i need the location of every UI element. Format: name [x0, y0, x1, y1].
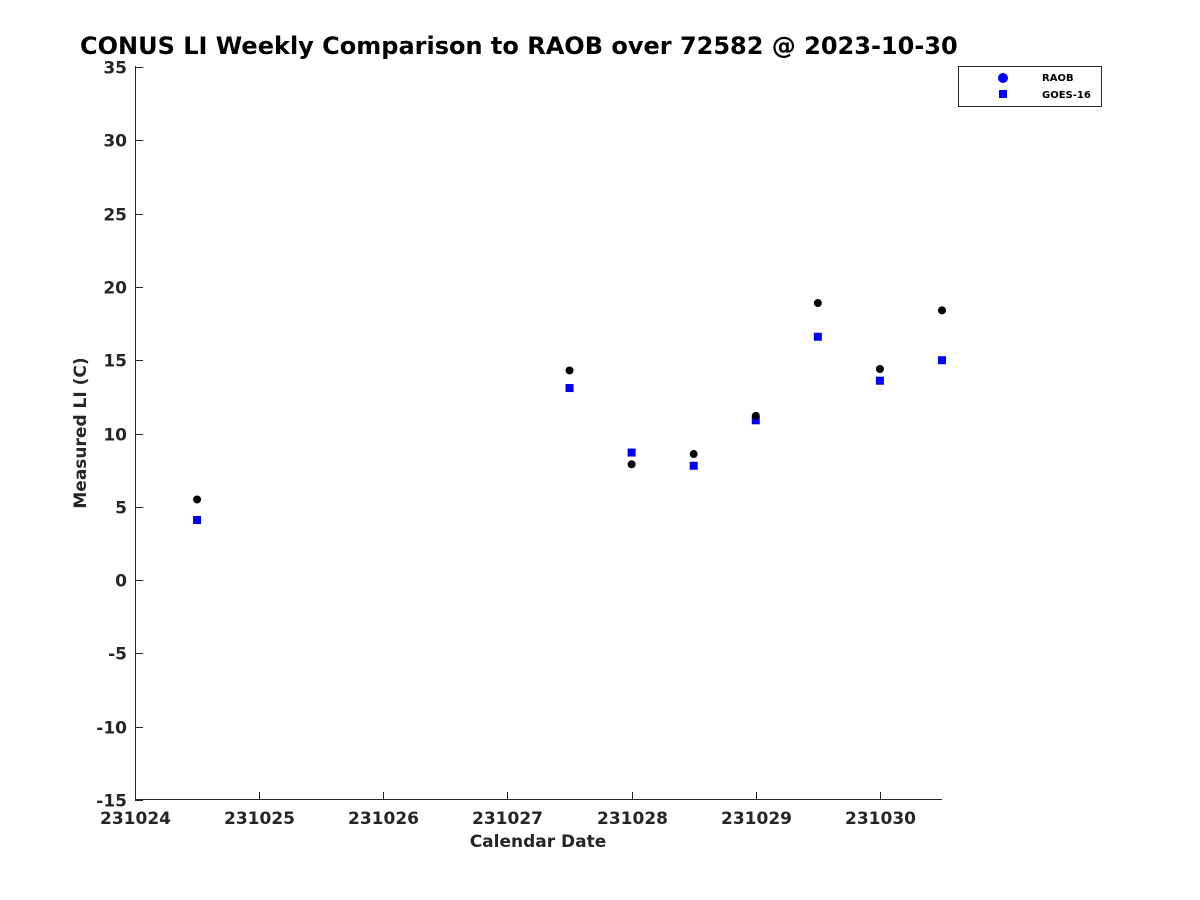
x-tick-label: 231025 [224, 809, 295, 829]
legend-marker-goes-16 [999, 90, 1007, 98]
axes [135, 66, 942, 800]
point-goes-16 [193, 515, 202, 524]
point-raob [689, 450, 698, 459]
point-raob [938, 306, 946, 315]
y-tick-label: 5 [115, 499, 127, 519]
point-goes-16 [627, 448, 636, 457]
point-goes-16 [875, 376, 884, 385]
point-goes-16 [813, 332, 822, 341]
point-goes-16 [751, 416, 760, 425]
y-tick-label: -5 [108, 645, 127, 665]
point-raob [565, 366, 574, 375]
y-tick-label: 25 [103, 206, 127, 226]
point-goes-16 [689, 461, 698, 470]
x-tick-label: 231024 [100, 809, 171, 829]
x-axis-label: Calendar Date [470, 832, 607, 852]
y-tick-label: 15 [103, 352, 127, 372]
x-tick-label: 231027 [472, 809, 543, 829]
y-tick-label: -10 [96, 719, 127, 739]
x-tick-label: 231028 [597, 809, 668, 829]
point-raob [813, 299, 822, 308]
legend-box [958, 66, 1102, 107]
x-tick-label: 231030 [845, 809, 916, 829]
legend-label-raob: RAOB [1042, 73, 1074, 84]
point-goes-16 [938, 356, 946, 365]
x-tick-label: 231026 [348, 809, 419, 829]
point-goes-16 [565, 384, 574, 393]
y-tick-label: -15 [96, 792, 127, 812]
legend-label-goes-16: GOES-16 [1042, 90, 1091, 101]
legend: RAOB GOES-16 [958, 66, 1102, 107]
y-tick-label: 0 [115, 572, 127, 592]
point-raob [627, 460, 636, 469]
point-raob [193, 495, 202, 504]
point-raob [875, 364, 884, 373]
x-tick-label: 231029 [721, 809, 792, 829]
y-axis-label: Measured LI (C) [71, 357, 91, 508]
y-tick-label: 20 [103, 279, 127, 299]
y-ticks: -15 -10 -5 0 5 10 15 20 25 30 35 [96, 59, 143, 812]
point-raob [751, 411, 760, 420]
y-tick-label: 35 [103, 59, 127, 79]
y-tick-label: 10 [103, 426, 127, 446]
data-points [193, 299, 946, 524]
chart-title: CONUS LI Weekly Comparison to RAOB over … [80, 32, 958, 60]
legend-marker-raob [998, 73, 1008, 83]
y-tick-label: 30 [103, 132, 127, 152]
x-ticks: 231024 231025 231026 231027 231028 231029 2310… [100, 792, 916, 829]
